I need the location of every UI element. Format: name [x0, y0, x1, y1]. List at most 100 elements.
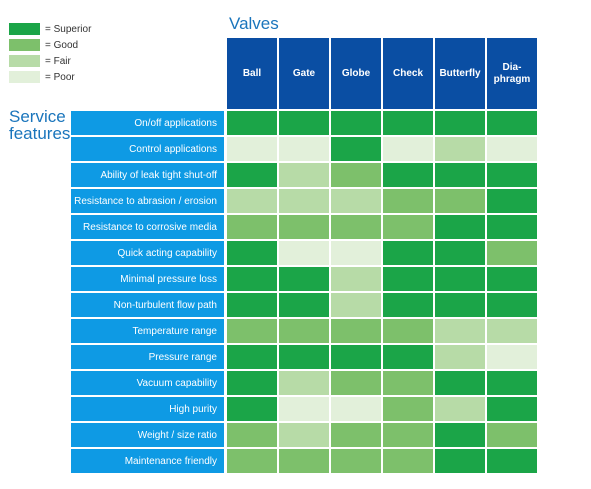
rating-cell-superior [279, 267, 329, 291]
rating-cell-superior [487, 111, 537, 135]
rating-cell-fair [435, 345, 485, 369]
service-features-title-line-1: Service [9, 107, 66, 126]
rating-cell-fair [435, 319, 485, 343]
row-label: Pressure range [71, 345, 224, 369]
rating-cell-superior [435, 293, 485, 317]
rating-cell-good [435, 189, 485, 213]
rating-cell-fair [279, 371, 329, 395]
legend-label-good: = Good [45, 39, 79, 51]
legend-swatch-superior [9, 23, 40, 35]
legend-label-fair: = Fair [45, 55, 71, 67]
rating-cell-good [383, 371, 433, 395]
rating-cell-poor [227, 137, 277, 161]
rating-cell-superior [383, 163, 433, 187]
rating-cell-superior [435, 449, 485, 473]
legend-label-superior: = Superior [45, 23, 92, 35]
rating-cell-poor [331, 397, 381, 421]
rating-cell-superior [279, 345, 329, 369]
rating-cell-good [383, 189, 433, 213]
rating-cell-superior [227, 267, 277, 291]
rating-cell-fair [279, 163, 329, 187]
rating-cell-good [331, 163, 381, 187]
rating-cell-superior [487, 397, 537, 421]
rating-cell-poor [383, 137, 433, 161]
row-label: Non-turbulent flow path [71, 293, 224, 317]
rating-cell-superior [487, 449, 537, 473]
rating-cell-fair [435, 137, 485, 161]
row-label: Ability of leak tight shut-off [71, 163, 224, 187]
column-header: Butterfly [435, 38, 485, 109]
rating-cell-superior [383, 345, 433, 369]
column-header: Globe [331, 38, 381, 109]
rating-cell-superior [227, 397, 277, 421]
rating-cell-superior [279, 111, 329, 135]
rating-cell-poor [487, 345, 537, 369]
rating-cell-superior [435, 163, 485, 187]
legend-label-poor: = Poor [45, 71, 75, 83]
rating-cell-superior [435, 267, 485, 291]
rating-cell-fair [227, 189, 277, 213]
rating-cell-superior [487, 293, 537, 317]
column-header: Gate [279, 38, 329, 109]
service-features-title-line-2: features [9, 124, 71, 143]
row-label: Control applications [71, 137, 224, 161]
rating-cell-superior [435, 371, 485, 395]
row-label: High purity [71, 397, 224, 421]
rating-cell-good [279, 449, 329, 473]
rating-cell-fair [279, 423, 329, 447]
row-label: Resistance to abrasion / erosion [71, 189, 224, 213]
row-label: Resistance to corrosive media [71, 215, 224, 239]
rating-cell-superior [487, 371, 537, 395]
rating-cell-superior [435, 423, 485, 447]
legend: = Superior = Good = Fair = Poor [9, 21, 91, 85]
rating-cell-superior [331, 137, 381, 161]
valves-title: Valves [229, 14, 279, 33]
legend-swatch-poor [9, 71, 40, 83]
rating-cell-good [227, 423, 277, 447]
rating-cell-good [383, 319, 433, 343]
rating-cell-superior [331, 345, 381, 369]
legend-swatch-fair [9, 55, 40, 67]
legend-swatch-good [9, 39, 40, 51]
rating-cell-good [331, 319, 381, 343]
rating-cell-good [331, 449, 381, 473]
rating-cell-good [227, 449, 277, 473]
service-features-title: Service features [9, 108, 70, 142]
rating-cell-superior [227, 293, 277, 317]
rating-cell-good [383, 397, 433, 421]
row-label: Vacuum capability [71, 371, 224, 395]
column-header: Ball [227, 38, 277, 109]
rating-cell-good [487, 241, 537, 265]
rating-cell-poor [331, 241, 381, 265]
rating-cell-poor [487, 137, 537, 161]
rating-cell-good [383, 423, 433, 447]
rating-cell-superior [331, 111, 381, 135]
rating-cell-good [279, 215, 329, 239]
rating-cell-fair [435, 397, 485, 421]
rating-cell-superior [383, 241, 433, 265]
rating-cell-poor [279, 397, 329, 421]
row-label: On/off applications [71, 111, 224, 135]
rating-cell-poor [279, 137, 329, 161]
legend-item-poor: = Poor [9, 69, 91, 85]
rating-cell-fair [331, 293, 381, 317]
rating-cell-superior [487, 163, 537, 187]
rating-cell-superior [227, 163, 277, 187]
rating-cell-superior [487, 215, 537, 239]
rating-cell-superior [383, 293, 433, 317]
rating-cell-superior [279, 293, 329, 317]
rating-cell-superior [435, 241, 485, 265]
rating-cell-superior [435, 111, 485, 135]
column-header: Dia- phragm [487, 38, 537, 109]
rating-cell-fair [331, 267, 381, 291]
rating-cell-superior [487, 267, 537, 291]
rating-cell-good [227, 319, 277, 343]
rating-cell-superior [227, 371, 277, 395]
rating-cell-superior [227, 345, 277, 369]
row-label: Quick acting capability [71, 241, 224, 265]
rating-cell-good [383, 449, 433, 473]
rating-cell-good [331, 215, 381, 239]
rating-cell-good [487, 423, 537, 447]
legend-item-fair: = Fair [9, 53, 91, 69]
rating-cell-good [383, 215, 433, 239]
